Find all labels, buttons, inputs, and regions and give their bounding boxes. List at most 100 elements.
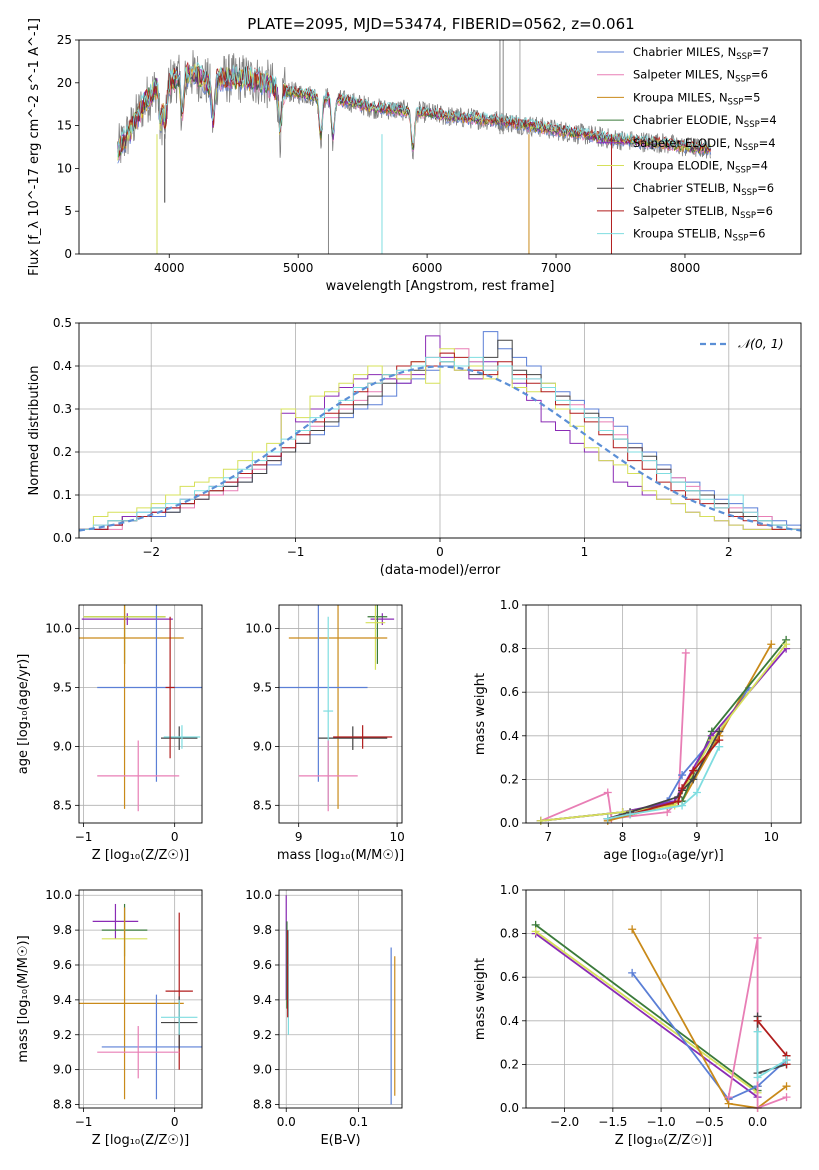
y-tick-label: 5	[64, 204, 72, 218]
legend-entry: Chabrier STELIB, NSSP=6	[633, 181, 774, 198]
x-axis-label: (data-model)/error	[380, 563, 501, 578]
axes-frame	[278, 604, 403, 824]
y-tick-label: 8.5	[53, 798, 72, 812]
x-tick-label: 5000	[283, 261, 314, 275]
mass-weight-marker	[782, 1093, 791, 1102]
legend-entry: Chabrier MILES, NSSP=7	[633, 45, 769, 62]
x-tick-label: −0.5	[695, 1115, 724, 1129]
mass-vs-z-panel: −1 0 8.8 9.0 9.2 9.4 9.6 9.8 10.0 Z [log₁₀(Z/Z☉)]…	[16, 888, 203, 1148]
x-tick-label: −2.0	[550, 1115, 579, 1129]
legend-entry: Chabrier ELODIE, NSSP=4	[633, 113, 777, 130]
mass-vs-ebv-panel: 0.0 0.1 8.8 9.0 9.2 9.4 9.6 9.8 10.0 E(B-V)	[245, 888, 403, 1148]
y-tick-label: 15	[57, 119, 72, 133]
x-axis-label: E(B-V)	[320, 1133, 360, 1148]
y-axis-label: age [log₁₀(age/yr)]	[16, 654, 31, 775]
y-tick-label: 10.0	[45, 622, 72, 636]
y-tick-label: 1.0	[500, 883, 519, 897]
y-tick-label: 9.0	[53, 739, 72, 753]
mass-weight-marker	[678, 784, 687, 793]
x-tick-label: −1.5	[598, 1115, 627, 1129]
y-tick-label: 0.0	[500, 1101, 519, 1115]
y-tick-label: 0.4	[500, 1014, 519, 1028]
mass-weight-line	[540, 639, 787, 822]
y-axis-label: mass weight	[473, 958, 488, 1040]
mass-weight-marker	[715, 727, 724, 736]
axes-frame	[78, 604, 203, 824]
x-tick-label: −1	[75, 1115, 93, 1129]
y-tick-label: 9.2	[53, 1028, 72, 1042]
mass-weight-line	[631, 972, 788, 1101]
mass-weight-line	[631, 928, 788, 1109]
mass-weight-line	[535, 932, 759, 1099]
y-tick-label: 9.2	[253, 1028, 272, 1042]
y-tick-label: 0.4	[53, 359, 72, 373]
x-axis-label: Z [log₁₀(Z/Z☉)]	[615, 1133, 712, 1148]
weight-vs-age-panel: 7 8 9 10 0.0 0.2 0.4 0.6 0.8 1.0 age [log₁₀(age/yr…	[473, 598, 802, 863]
y-tick-label: 1.0	[500, 598, 519, 612]
x-tick-label: 7	[544, 830, 552, 844]
y-tick-label: 9.4	[53, 993, 72, 1007]
y-axis-label: Flux [f_λ 10^-17 erg cm^-2 s^-1 A^-1]	[27, 18, 42, 276]
mass-weight-marker	[678, 771, 687, 780]
x-tick-label: 0	[171, 1115, 179, 1129]
figure-title: PLATE=2095, MJD=53474, FIBERID=0562, z=0…	[247, 15, 634, 33]
mass-weight-marker	[674, 797, 683, 806]
y-tick-label: 0.1	[53, 488, 72, 502]
legend-entry: Salpeter ELODIE, NSSP=4	[633, 136, 776, 153]
x-tick-label: 8000	[670, 261, 701, 275]
mass-weight-marker	[724, 1093, 733, 1102]
legend-entry: Salpeter STELIB, NSSP=6	[633, 204, 773, 221]
x-tick-label: 8	[619, 830, 627, 844]
x-axis-label: wavelength [Angstrom, rest frame]	[326, 279, 555, 294]
age-vs-mass-panel: 9 10 8.5 9.0 9.5 10.0 mass [log₁₀(M/M☉)]	[245, 604, 405, 863]
mass-weight-marker	[753, 933, 762, 942]
mass-weight-marker	[692, 788, 701, 797]
y-tick-label: 9.0	[53, 1063, 72, 1077]
mass-weight-marker	[681, 648, 690, 657]
x-tick-label: 10	[764, 830, 779, 844]
mass-weight-marker	[678, 801, 687, 810]
mass-weight-line	[607, 643, 773, 822]
mass-weight-marker	[753, 1027, 762, 1036]
y-tick-label: 8.8	[53, 1098, 72, 1112]
y-tick-label: 0.0	[500, 816, 519, 830]
weight-vs-z-panel: −2.0 −1.5 −1.0 −0.5 0.0 0.0 0.2 0.4 0.6 0.8 1.0 Z […	[473, 883, 802, 1148]
x-tick-label: 0	[171, 830, 179, 844]
y-tick-label: 9.0	[253, 739, 272, 753]
spectrum-panel: 4000 5000 6000 7000 8000 0 5 10 15 20 25 wavelength…	[27, 18, 802, 294]
mass-weight-marker	[689, 775, 698, 784]
mass-weight-marker	[715, 742, 724, 751]
y-tick-label: 9.8	[53, 923, 72, 937]
x-tick-label: 0	[436, 545, 444, 559]
y-tick-label: 10	[57, 161, 72, 175]
x-tick-label: 7000	[541, 261, 572, 275]
normal-curve	[79, 365, 801, 532]
x-tick-label: 10	[389, 830, 404, 844]
y-tick-label: 9.5	[53, 680, 72, 694]
mass-weight-marker	[782, 1082, 791, 1091]
y-axis-label: Normed distribution	[27, 366, 42, 496]
age-vs-z-panel: −1 0 8.5 9.0 9.5 10.0 Z [log₁₀(Z/Z☉)] age [log₁…	[16, 604, 203, 863]
panels: 4000 5000 6000 7000 80000510152025wavelength…	[16, 18, 802, 1148]
axes-frame	[78, 39, 802, 255]
y-tick-label: 9.8	[253, 923, 272, 937]
y-tick-label: 25	[57, 33, 72, 47]
y-tick-label: 0.4	[500, 729, 519, 743]
y-tick-label: 0	[64, 247, 72, 261]
y-tick-label: 0.0	[53, 531, 72, 545]
mass-weight-marker	[603, 788, 612, 797]
mass-weight-marker	[536, 816, 545, 825]
x-tick-label: 2	[725, 545, 733, 559]
spectrum-lines	[117, 40, 712, 254]
x-tick-label: −1.0	[647, 1115, 676, 1129]
y-tick-label: 0.2	[53, 445, 72, 459]
y-tick-label: 9.4	[253, 993, 272, 1007]
axes-frame	[525, 889, 802, 1109]
y-tick-label: 0.6	[500, 970, 519, 984]
y-tick-label: 0.3	[53, 402, 72, 416]
legend-entry: 𝒩(0, 1)	[738, 336, 784, 351]
mass-weight-marker	[782, 640, 791, 649]
y-tick-label: 9.6	[53, 958, 72, 972]
x-tick-label: 0.0	[748, 1115, 767, 1129]
